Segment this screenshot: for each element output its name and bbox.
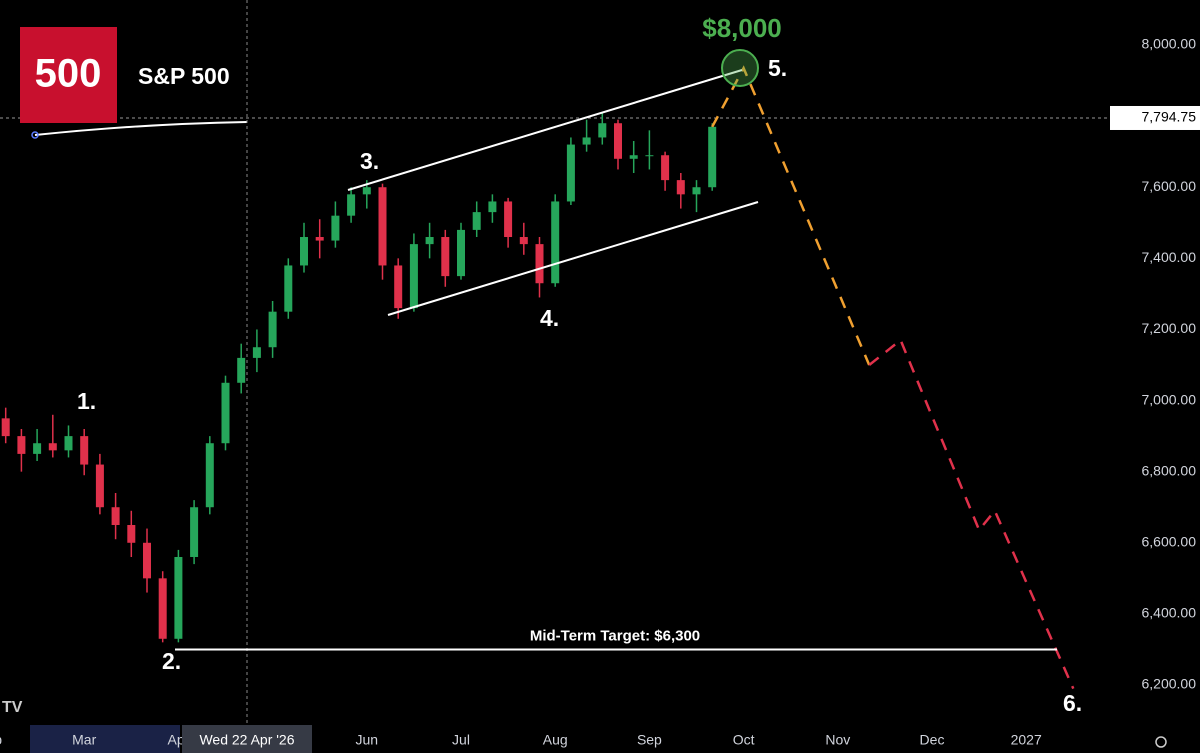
y-tick-label: 7,200.00: [1142, 320, 1197, 336]
candle-body: [33, 443, 42, 454]
y-tick-label: 6,400.00: [1142, 605, 1197, 621]
x-tick-label: Jun: [356, 732, 379, 748]
y-tick-label: 7,600.00: [1142, 178, 1197, 194]
settings-icon[interactable]: [1155, 736, 1167, 748]
candle-body: [629, 155, 638, 159]
candle-body: [582, 137, 591, 145]
wave-label: 3.: [360, 148, 379, 174]
candle-body: [614, 123, 622, 159]
candle-body: [598, 123, 607, 138]
candle-body: [566, 144, 575, 202]
crosshair-date: Wed 22 Apr '26: [199, 732, 294, 748]
candle-body: [127, 525, 136, 543]
candle-body: [394, 265, 403, 309]
last-price-box: [1110, 105, 1200, 130]
x-tick-label: Oct: [733, 732, 755, 748]
candle-body: [488, 201, 497, 213]
candle-body: [347, 194, 356, 216]
candle-body: [441, 237, 450, 277]
wave-label: 5.: [768, 55, 787, 81]
candle-body: [17, 436, 26, 454]
x-axis: FebMarAprJunJulAugSepOctNovDec2027: [0, 732, 1042, 748]
y-tick-label: 6,200.00: [1142, 676, 1197, 692]
candle-body: [504, 201, 513, 238]
candle-body: [111, 507, 120, 526]
candle-body: [457, 229, 465, 277]
candle-body: [252, 347, 261, 358]
y-tick-label: 6,800.00: [1142, 462, 1197, 478]
candle-body: [95, 464, 104, 508]
chart-title: S&P 500: [138, 63, 230, 89]
x-tick-label: Mar: [72, 732, 96, 748]
candle-body: [535, 244, 544, 284]
candle-body: [331, 215, 340, 241]
logo-box: [20, 27, 117, 123]
candle-body: [425, 237, 434, 245]
candle-body: [143, 542, 151, 579]
projection-line: [868, 338, 1075, 690]
candle-body: [221, 382, 230, 444]
candle-body: [237, 357, 246, 383]
logo-text: 500: [35, 52, 102, 96]
candle-body: [158, 578, 167, 639]
x-tick-label: Feb: [0, 732, 2, 748]
last-price-label: 7,794.75: [1142, 109, 1197, 125]
x-tick-label: 2027: [1011, 732, 1042, 748]
candle-body: [284, 265, 293, 312]
candle-body: [190, 507, 199, 558]
x-tick-label: Dec: [920, 732, 945, 748]
candle-body: [268, 311, 277, 348]
x-tick-label: Sep: [637, 732, 662, 748]
target-circle: [721, 49, 759, 87]
target-label: Mid-Term Target: $6,300: [530, 627, 700, 644]
y-tick-label: 8,000.00: [1142, 36, 1197, 52]
drawing-handle: [31, 131, 39, 139]
wave-label: 4.: [540, 305, 559, 331]
candle-body: [551, 201, 560, 284]
candle-body: [409, 244, 418, 309]
candle-body: [80, 436, 89, 465]
crosshair-date-box: [182, 725, 312, 753]
y-tick-label: 7,400.00: [1142, 249, 1197, 265]
candle-body: [362, 187, 371, 195]
plot-area: [0, 65, 1110, 690]
candle-body: [48, 443, 57, 451]
wave-label: 6.: [1063, 690, 1082, 716]
candle-body: [676, 180, 685, 195]
y-tick-label: 6,600.00: [1142, 533, 1197, 549]
candle-body: [692, 187, 701, 195]
candle-body: [661, 155, 670, 181]
y-tick-label: 7,000.00: [1142, 391, 1197, 407]
candle-body: [174, 557, 183, 639]
channel-upper: [347, 69, 743, 191]
candle-body: [64, 436, 73, 451]
x-tick-label: Aug: [543, 732, 568, 748]
projection-line: [711, 65, 871, 366]
drawing-curve: [34, 121, 248, 136]
x-tick-label: Nov: [825, 732, 850, 748]
candle-body: [519, 237, 528, 245]
range-highlight: [30, 725, 180, 753]
wave-label: 2.: [162, 648, 181, 674]
candle-body: [1, 418, 10, 437]
price-target-label: $8,000: [702, 13, 782, 43]
channel-lower: [387, 201, 759, 316]
candle-body: [708, 126, 717, 188]
x-tick-label: Jul: [452, 732, 470, 748]
candle-body: [205, 443, 214, 508]
candle-body: [315, 237, 324, 241]
candle-body: [472, 212, 481, 230]
wave-label: 1.: [77, 388, 96, 414]
brand-mark: TV: [2, 699, 23, 716]
candle-body: [378, 187, 387, 266]
candle-body: [645, 155, 654, 157]
candle-body: [300, 237, 308, 266]
